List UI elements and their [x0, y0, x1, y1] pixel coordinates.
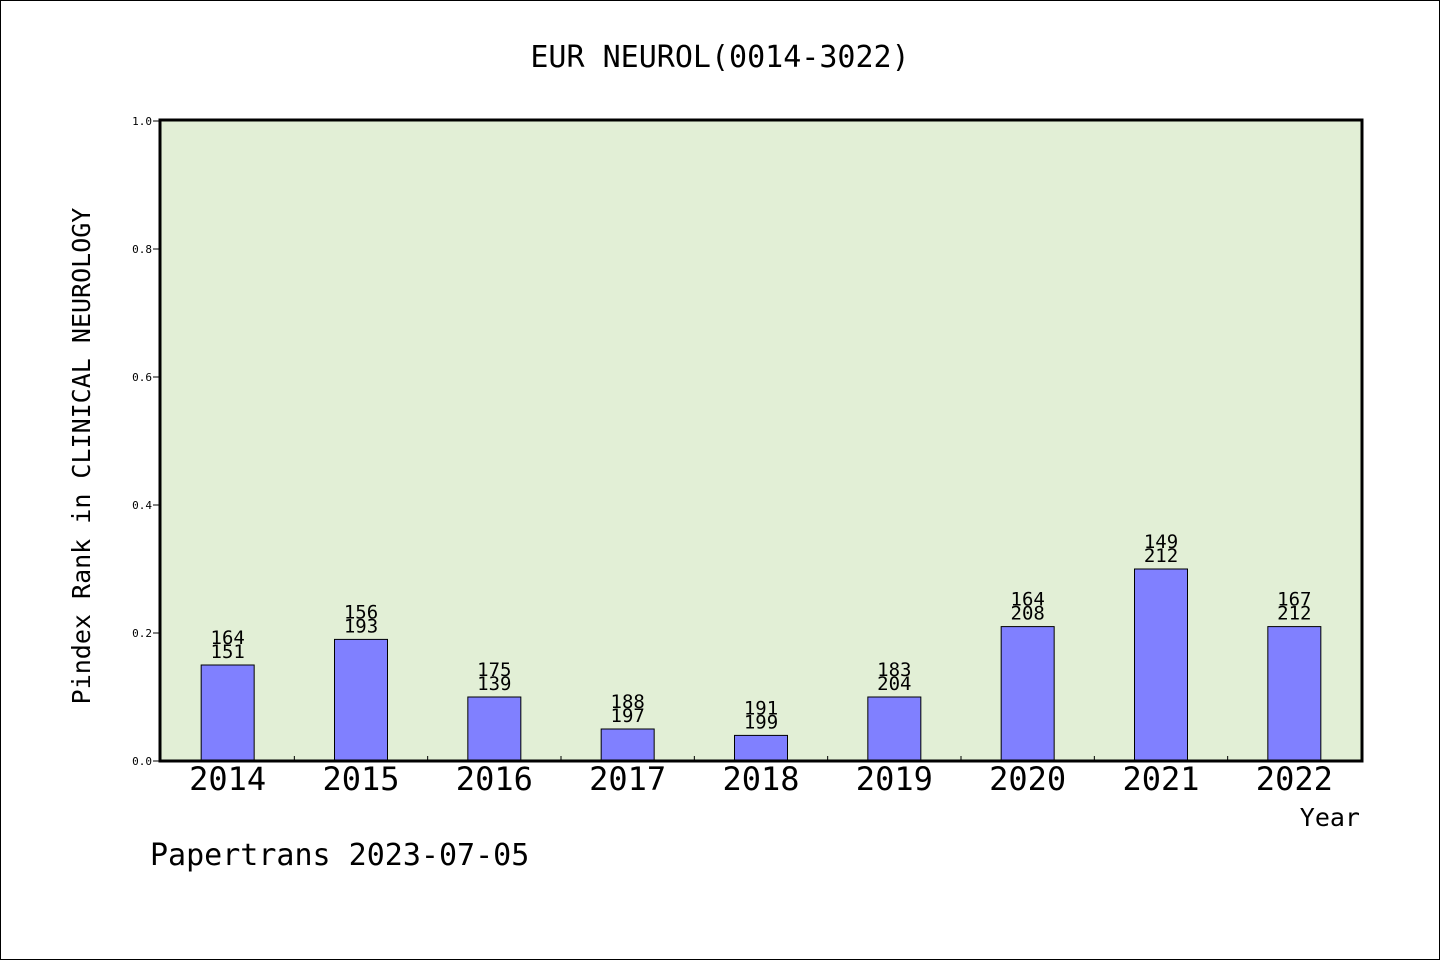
bar-label-top-2018: 191 — [744, 697, 778, 719]
y-tick-label-1.0: 1.0 — [132, 115, 152, 128]
bar-label-bottom-2014: 151 — [211, 641, 245, 663]
plot-border — [158, 118, 1364, 763]
bar-label-bottom-2022: 212 — [1277, 603, 1311, 625]
bar-label-top-2014: 164 — [211, 627, 245, 649]
y-axis-label: Pindex Rank in CLINICAL NEUROLOGY — [67, 208, 96, 705]
bar-label-bottom-2019: 204 — [877, 673, 911, 695]
bar-2018 — [734, 734, 788, 762]
bar-2019 — [867, 696, 922, 762]
bar-label-top-2021: 149 — [1144, 531, 1178, 553]
y-axis: 0.0 0.2 0.4 0.6 0.8 1.0 — [132, 115, 161, 768]
footer-credit: Papertrans 2023-07-05 — [150, 838, 529, 873]
bar-label-bottom-2016: 139 — [477, 673, 511, 695]
bar-label-bottom-2018: 199 — [744, 711, 778, 733]
x-tick-label-2015: 2015 — [322, 760, 399, 798]
x-tick-label-2022: 2022 — [1256, 760, 1333, 798]
y-tick-label-0.8: 0.8 — [132, 243, 152, 256]
x-tick-label-2019: 2019 — [856, 760, 933, 798]
bar-label-bottom-2021: 212 — [1144, 545, 1178, 567]
bar-2014 — [200, 664, 255, 762]
bar-label-top-2017: 188 — [611, 691, 645, 713]
x-axis: 2014 2015 2016 2017 2018 2019 2020 2021 2022 — [189, 756, 1333, 798]
x-tick-label-2021: 2021 — [1122, 760, 1199, 798]
y-tick-label-0.0: 0.0 — [132, 755, 152, 768]
y-tick-label-0.6: 0.6 — [132, 371, 152, 384]
x-tick-label-2014: 2014 — [189, 760, 266, 798]
x-tick-label-2016: 2016 — [456, 760, 533, 798]
y-tick-label-0.2: 0.2 — [132, 627, 152, 640]
bar-2015 — [334, 638, 388, 762]
chart-title: EUR NEUROL(0014-3022) — [530, 40, 909, 75]
bar-label-top-2022: 167 — [1277, 589, 1311, 611]
bar-label-bottom-2020: 208 — [1011, 603, 1045, 625]
bar-label-top-2016: 175 — [477, 659, 511, 681]
y-tick-label-0.4: 0.4 — [132, 499, 152, 512]
x-tick-label-2018: 2018 — [722, 760, 799, 798]
bar-label-bottom-2017: 197 — [611, 705, 645, 727]
x-tick-label-2020: 2020 — [989, 760, 1066, 798]
bar-label-top-2019: 183 — [877, 659, 911, 681]
x-axis-label: Year — [1300, 803, 1360, 832]
bar-label-bottom-2015: 193 — [344, 615, 378, 637]
bar-2022 — [1267, 626, 1322, 762]
bar-label-top-2015: 156 — [344, 601, 378, 623]
bar-2021 — [1134, 568, 1188, 762]
bar-2016 — [467, 696, 522, 762]
bar-2017 — [600, 728, 655, 762]
bar-label-top-2020: 164 — [1011, 589, 1045, 611]
bars-layer — [200, 568, 1322, 762]
bar-2020 — [1000, 626, 1055, 762]
x-tick-label-2017: 2017 — [589, 760, 666, 798]
